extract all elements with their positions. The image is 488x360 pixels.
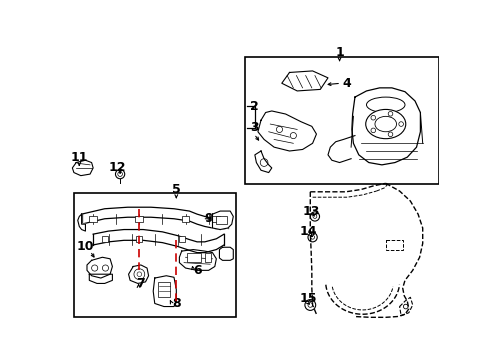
Ellipse shape bbox=[374, 116, 396, 132]
Ellipse shape bbox=[366, 97, 404, 112]
Text: 1: 1 bbox=[334, 46, 343, 59]
Polygon shape bbox=[219, 247, 233, 260]
Polygon shape bbox=[179, 249, 216, 270]
Polygon shape bbox=[89, 274, 112, 283]
Polygon shape bbox=[351, 88, 420, 165]
Polygon shape bbox=[257, 111, 316, 151]
Bar bbox=[158, 282, 170, 297]
Polygon shape bbox=[254, 151, 271, 172]
Polygon shape bbox=[128, 265, 148, 283]
Text: 13: 13 bbox=[302, 204, 319, 217]
Text: 12: 12 bbox=[109, 161, 126, 175]
Bar bbox=[74, 193, 235, 316]
Text: 4: 4 bbox=[342, 77, 351, 90]
Polygon shape bbox=[87, 257, 112, 278]
Text: 3: 3 bbox=[249, 121, 258, 134]
Polygon shape bbox=[78, 214, 85, 231]
Text: 8: 8 bbox=[172, 297, 180, 310]
Bar bbox=[102, 236, 107, 242]
Bar bbox=[187, 253, 201, 262]
Polygon shape bbox=[212, 211, 233, 230]
Bar bbox=[212, 216, 220, 222]
Bar bbox=[244, 57, 438, 184]
Text: 6: 6 bbox=[192, 264, 201, 277]
Bar bbox=[204, 253, 210, 262]
Text: 7: 7 bbox=[136, 277, 144, 290]
Text: 5: 5 bbox=[172, 183, 180, 196]
Bar bbox=[385, 239, 402, 250]
Bar bbox=[178, 236, 184, 242]
Polygon shape bbox=[153, 276, 176, 306]
Ellipse shape bbox=[365, 109, 405, 139]
Polygon shape bbox=[281, 71, 327, 91]
Text: 11: 11 bbox=[70, 150, 88, 164]
Bar bbox=[182, 216, 189, 222]
Text: 9: 9 bbox=[204, 212, 213, 225]
Text: 2: 2 bbox=[249, 100, 258, 113]
Text: 14: 14 bbox=[299, 225, 317, 238]
Bar bbox=[216, 216, 226, 224]
Bar bbox=[89, 216, 97, 222]
Text: 10: 10 bbox=[77, 240, 94, 253]
Polygon shape bbox=[72, 160, 93, 176]
Text: 15: 15 bbox=[299, 292, 316, 305]
Bar bbox=[136, 236, 142, 242]
Bar bbox=[135, 216, 143, 222]
